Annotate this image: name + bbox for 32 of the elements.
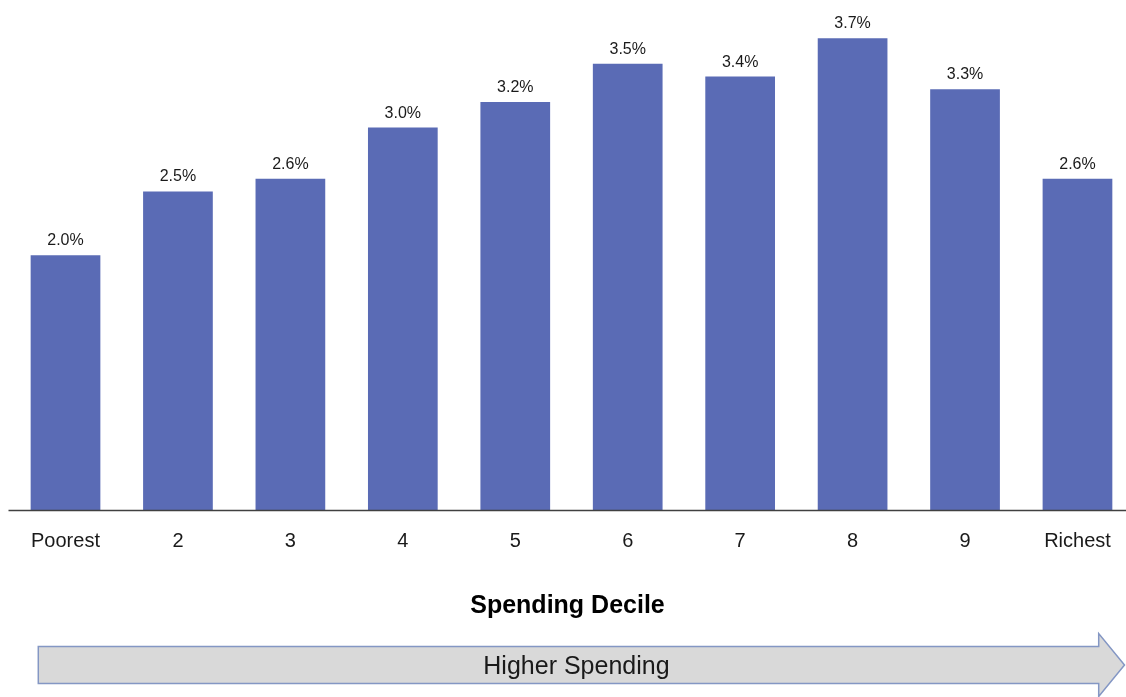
data-label: 3.3%	[946, 65, 984, 83]
data-label: 2.6%	[272, 154, 309, 172]
x-tick-label: 8	[847, 528, 859, 551]
x-tick-label: 7	[734, 528, 746, 551]
bar	[480, 102, 551, 511]
data-label: 2.6%	[1059, 154, 1096, 172]
bar	[143, 191, 213, 511]
data-label: 2.5%	[159, 167, 197, 185]
bar	[592, 63, 663, 511]
bar	[1042, 178, 1113, 511]
bar	[30, 255, 101, 511]
data-label: 3.4%	[721, 52, 759, 70]
x-tick-label: 9	[959, 528, 971, 551]
x-tick-label: Poorest	[31, 528, 101, 551]
data-label: 2.0%	[47, 231, 84, 249]
data-label: 3.7%	[834, 14, 871, 32]
data-label: 3.2%	[497, 78, 534, 96]
x-tick-label: 4	[397, 528, 409, 551]
x-tick-label: 6	[622, 528, 634, 551]
x-tick-label: 3	[284, 528, 296, 551]
x-tick-label: 2	[172, 528, 184, 551]
bar	[367, 127, 438, 511]
data-label: 3.0%	[384, 103, 422, 121]
bar	[817, 38, 888, 511]
bar	[930, 89, 1000, 511]
x-tick-label: 5	[509, 528, 521, 551]
bar	[705, 76, 776, 511]
text: Higher Spending	[483, 651, 670, 679]
x-axis-title: Spending Decile	[470, 589, 665, 618]
x-tick-label: Richest	[1044, 528, 1112, 551]
data-label: 3.5%	[609, 39, 646, 57]
bar	[255, 178, 326, 511]
